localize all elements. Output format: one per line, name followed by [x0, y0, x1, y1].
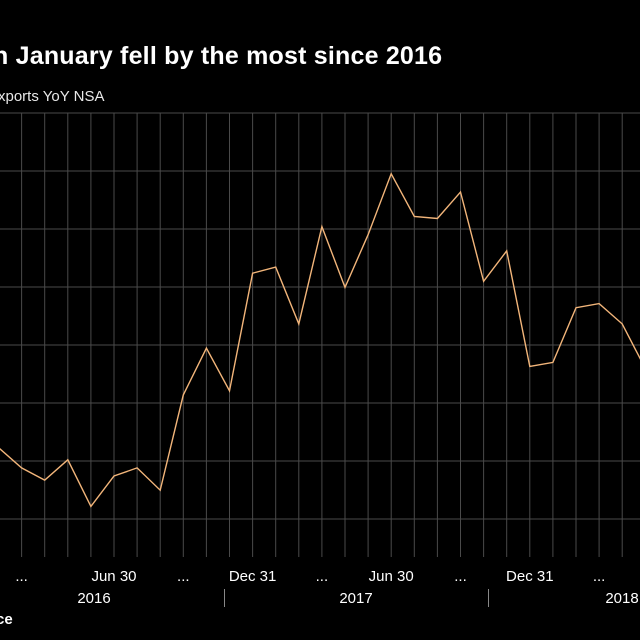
x-tick-label: Jun 30 [369, 568, 414, 585]
x-tick-label: Dec 31 [506, 568, 554, 585]
x-tick-label: Dec 31 [229, 568, 277, 585]
x-tick-label: ... [15, 568, 28, 585]
series-group [0, 172, 640, 508]
x-tick-label: Jun 30 [91, 568, 136, 585]
x-year-label: 2018 [605, 590, 638, 607]
x-tick-label: ... [177, 568, 190, 585]
x-year-label: 2017 [339, 590, 372, 607]
series-line [0, 172, 640, 508]
x-tick-label: ... [454, 568, 467, 585]
chart-title: n January fell by the most since 2016 [0, 42, 443, 70]
x-tick-label: ... [316, 568, 329, 585]
x-tick-label: ... [593, 568, 606, 585]
x-axis: ...Jun 30...Dec 31...Jun 30...Dec 31...J… [15, 568, 639, 607]
source-label: ce [0, 611, 13, 628]
x-year-label: 2016 [77, 590, 110, 607]
chart-subtitle: xports YoY NSA [0, 88, 105, 105]
grid-lines [0, 112, 640, 557]
